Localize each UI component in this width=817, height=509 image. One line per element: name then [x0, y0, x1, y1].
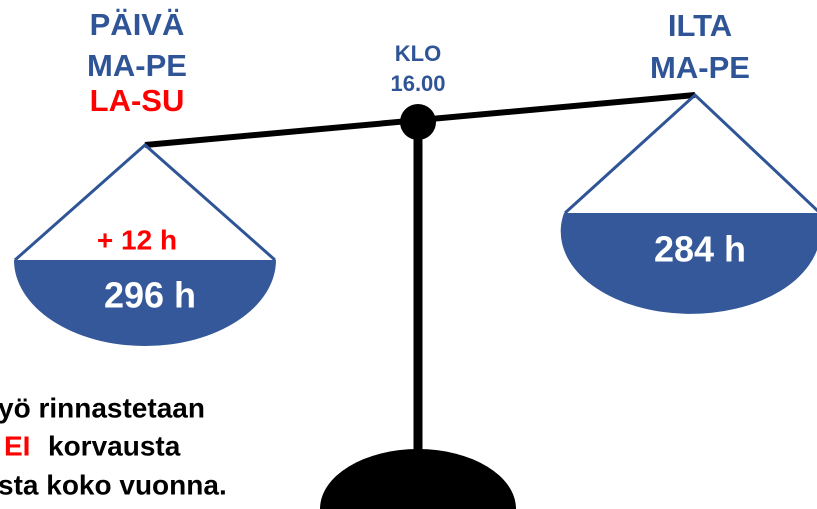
- left-weekend: LA-SU: [90, 83, 185, 118]
- footer-line: sta koko vuonna.: [0, 469, 227, 500]
- footer-line: yö rinnastetaan: [0, 392, 205, 423]
- center-time: 16.00: [390, 71, 445, 96]
- balance-diagram: PÄIVÄ MA-PE LA-SU KLO 16.00 ILTA MA-PE +…: [0, 0, 817, 509]
- left-title: PÄIVÄ: [90, 7, 185, 42]
- right-title: ILTA: [668, 8, 732, 43]
- base: [320, 449, 516, 509]
- footer-highlight: EI: [4, 430, 30, 461]
- left-extra: + 12 h: [97, 224, 177, 255]
- right-days: MA-PE: [650, 50, 750, 85]
- left-days: MA-PE: [87, 48, 187, 83]
- footer-line: korvausta: [48, 430, 181, 461]
- right-strings: [565, 95, 817, 213]
- pivot: [400, 104, 436, 140]
- center-label: KLO: [395, 41, 441, 66]
- left-hours: 296 h: [104, 275, 196, 316]
- right-hours: 284 h: [654, 229, 746, 270]
